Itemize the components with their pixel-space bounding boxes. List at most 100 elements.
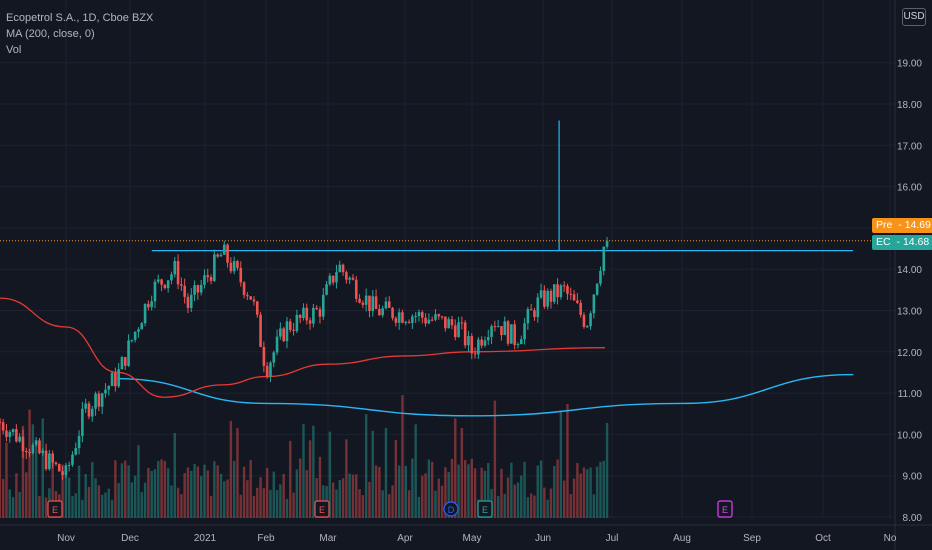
volume-indicator-label[interactable]: Vol <box>6 44 22 56</box>
volume-bar <box>569 493 572 518</box>
volume-bar <box>242 466 246 518</box>
x-tick-label: May <box>463 533 482 544</box>
y-tick-label: 11.00 <box>898 389 923 400</box>
volume-bar <box>536 465 539 518</box>
y-tick-label: 14.00 <box>897 265 922 276</box>
candle-body <box>226 244 229 263</box>
candle-body <box>229 262 233 272</box>
candle-body <box>15 429 18 442</box>
volume-bar <box>460 428 464 518</box>
candle-body <box>437 314 441 317</box>
last-price-badge: EC - 14.68 <box>872 235 932 250</box>
currency-button[interactable]: USD <box>902 8 926 26</box>
candle-body <box>407 321 411 323</box>
volume-bar <box>0 418 2 518</box>
volume-bar <box>38 495 41 518</box>
earnings-event-marker[interactable]: E <box>47 500 63 518</box>
symbol-title[interactable]: Ecopetrol S.A., 1D, Cboe BZX <box>6 12 154 24</box>
candle-body <box>186 296 190 308</box>
volume-bar <box>97 485 101 518</box>
candle-body <box>28 452 31 454</box>
candle-body <box>605 241 609 247</box>
volume-bar <box>454 418 457 518</box>
candle-body <box>44 450 48 470</box>
candle-body <box>414 316 417 318</box>
candle-body <box>173 261 177 275</box>
ma-indicator-label[interactable]: MA (200, close, 0) <box>6 28 95 40</box>
candle-body <box>361 302 365 305</box>
candle-body <box>447 319 450 329</box>
earnings-event-marker[interactable]: E <box>314 500 330 518</box>
earnings-event-marker[interactable]: E <box>477 500 493 518</box>
volume-bar <box>421 475 424 518</box>
volume-bar <box>328 431 332 518</box>
volume-bar <box>67 477 71 518</box>
volume-bar <box>470 458 473 518</box>
volume-bar <box>216 465 219 518</box>
volume-bar <box>520 475 523 518</box>
volume-bar <box>417 496 421 518</box>
candle-body <box>490 326 493 337</box>
volume-bar <box>117 483 120 518</box>
candle-body <box>100 393 104 407</box>
candle-body <box>265 365 269 377</box>
earnings-event-marker[interactable]: E <box>717 500 733 518</box>
volume-bar <box>104 492 107 518</box>
volume-bar <box>84 473 87 518</box>
volume-bar <box>556 459 559 518</box>
x-tick-label: Nov <box>57 533 75 544</box>
candle-body <box>127 340 130 366</box>
volume-bar <box>81 499 84 518</box>
last-price-value: 14.68 <box>902 236 930 248</box>
candle-body <box>585 326 589 328</box>
candle-body <box>576 300 579 303</box>
candle-body <box>295 314 299 331</box>
candle-body <box>67 464 71 466</box>
candle-body <box>325 284 328 295</box>
volume-bar <box>388 494 391 518</box>
volume-bar <box>312 425 315 518</box>
event-badge <box>314 500 330 518</box>
volume-bar <box>605 423 609 518</box>
volume-bar <box>437 478 440 518</box>
candle-body <box>5 430 8 437</box>
volume-bar <box>358 489 361 518</box>
candle-body <box>1 422 5 431</box>
volume-bar <box>368 481 371 518</box>
candle-body <box>209 277 213 281</box>
volume-bar <box>516 482 520 518</box>
y-tick-label: 12.00 <box>897 348 922 359</box>
candle-body <box>599 270 602 284</box>
volume-bar <box>34 440 38 518</box>
volume-bar <box>298 458 302 518</box>
volume-bar <box>331 482 335 518</box>
volume-bar <box>503 493 506 518</box>
x-tick-label: Jul <box>606 533 619 544</box>
volume-bar <box>44 497 48 518</box>
candle-body <box>51 453 54 463</box>
volume-bar <box>203 464 206 518</box>
candle-body <box>219 254 223 257</box>
volume-bar <box>348 473 351 518</box>
candle-body <box>378 309 381 316</box>
candle-body <box>384 301 388 309</box>
candle-body <box>166 280 170 289</box>
candle-body <box>64 465 68 475</box>
x-tick-label: Oct <box>815 533 831 544</box>
volume-bar <box>539 460 543 518</box>
candle-body <box>120 357 124 370</box>
candle-body <box>391 307 394 319</box>
volume-bar <box>599 461 602 518</box>
candle-body <box>328 275 332 285</box>
grid-lines <box>0 0 895 518</box>
candle-body <box>163 284 167 289</box>
volume-bar <box>467 464 470 518</box>
candle-body <box>292 329 295 331</box>
volume-bar <box>213 461 216 518</box>
candle-body <box>249 296 252 300</box>
dividend-event-marker[interactable]: D <box>443 501 459 517</box>
volume-bar <box>87 486 91 518</box>
volume-bar <box>229 420 233 518</box>
